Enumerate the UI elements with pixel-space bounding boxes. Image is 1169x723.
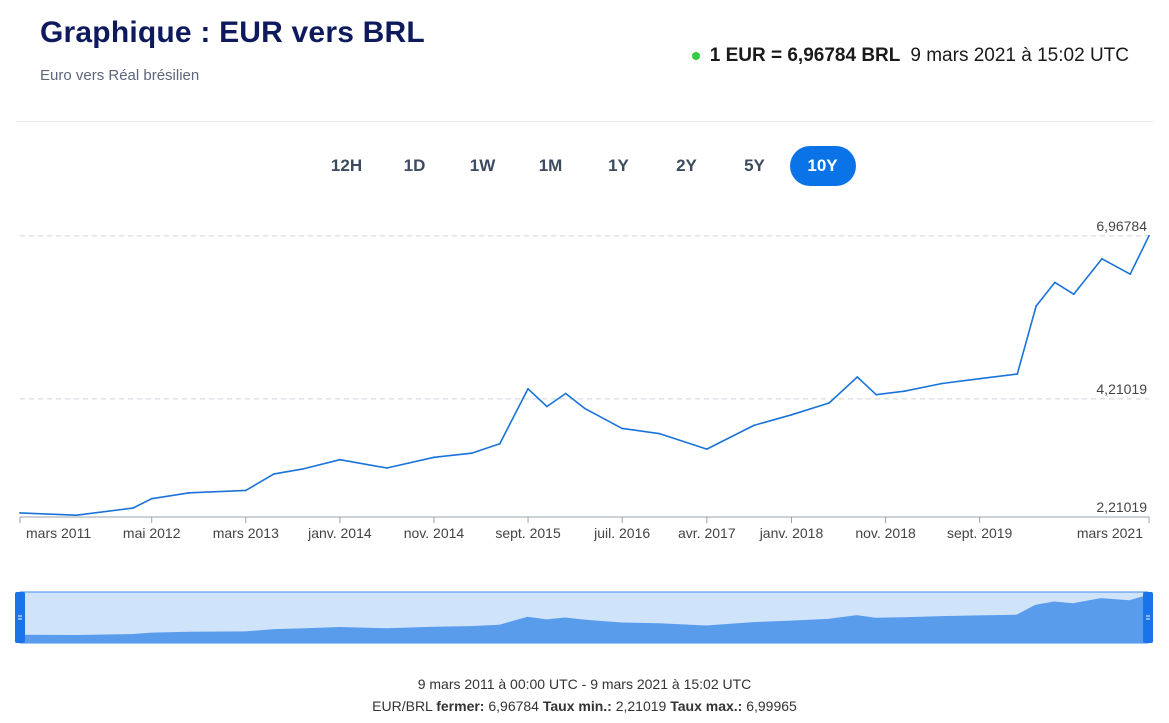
data-point (875, 393, 878, 396)
x-tick-label: mai 2012 (123, 525, 181, 541)
data-point (273, 472, 275, 475)
data-point (132, 507, 134, 510)
timeframe-tabs: 12H 1D 1W 1M 1Y 2Y 5Y 10Y (0, 146, 1169, 186)
data-point (941, 382, 943, 385)
date-range: 9 mars 2011 à 00:00 UTC - 9 mars 2021 à … (417, 676, 752, 692)
close-value: 6,96784 (488, 698, 539, 714)
data-point (527, 387, 529, 390)
x-tick-label: sept. 2015 (495, 525, 561, 541)
current-rate: 1 EUR = 6,96784 BRL 9 mars 2021 à 15:02 … (691, 45, 1129, 67)
live-status-icon (691, 52, 700, 60)
x-tick-label: avr. 2017 (678, 525, 736, 541)
data-point (244, 489, 247, 492)
x-tick-label: juil. 2016 (593, 525, 650, 541)
data-point (828, 402, 831, 404)
data-point (498, 442, 501, 445)
data-point (188, 491, 191, 494)
data-point (433, 456, 435, 459)
y-tick-label: 6,96784 (1096, 218, 1147, 234)
page-subtitle: Euro vers Réal brésilien (40, 67, 200, 84)
tab-2y[interactable]: 2Y (676, 156, 697, 175)
min-value: 2,21019 (615, 698, 667, 714)
tab-1w[interactable]: 1W (469, 156, 496, 175)
tab-10y[interactable]: 10Y (789, 146, 856, 186)
x-tick-label: mars 2013 (213, 525, 279, 541)
data-point (621, 427, 624, 430)
rate-value: 1 EUR = 6,96784 BRL (709, 45, 901, 66)
data-point (301, 468, 304, 471)
data-point (338, 458, 341, 461)
data-point (856, 376, 859, 378)
data-point (1148, 234, 1150, 237)
rate-summary: EUR/BRL fermer: 6,96784 Taux min.: 2,210… (0, 698, 1169, 714)
data-point (150, 497, 153, 500)
x-tick-label: sept. 2019 (947, 525, 1013, 541)
x-tick-label: mars 2011 (26, 525, 91, 541)
data-point (386, 467, 388, 469)
data-point (752, 424, 755, 427)
navigator-right-handle[interactable] (1143, 592, 1153, 643)
tab-1d[interactable]: 1D (403, 156, 426, 175)
data-point (978, 377, 981, 380)
page-title: Graphique : EUR vers BRL (40, 16, 425, 49)
tab-5y[interactable]: 5Y (744, 156, 765, 175)
navigator-left-handle[interactable] (15, 592, 25, 643)
x-tick-label: nov. 2014 (404, 525, 465, 541)
data-point (75, 514, 78, 517)
data-point (903, 390, 906, 393)
data-point (1016, 373, 1019, 375)
data-point (583, 407, 586, 410)
header-divider (16, 121, 1153, 122)
tab-12h[interactable]: 12H (330, 156, 363, 175)
max-value: 6,99965 (746, 698, 797, 714)
data-point (545, 405, 548, 408)
rate-timestamp: 9 mars 2021 à 15:02 UTC (910, 45, 1129, 66)
navigator-area (20, 594, 1148, 643)
y-tick-label: 4,21019 (1096, 381, 1147, 397)
tab-1y[interactable]: 1Y (608, 156, 629, 175)
data-point (790, 413, 793, 416)
x-tick-label: janv. 2014 (307, 525, 372, 541)
data-point (470, 452, 473, 455)
y-tick-label: 2,21019 (1096, 499, 1147, 515)
data-point (1129, 273, 1132, 276)
series-line (19, 235, 1150, 516)
x-tick-label: nov. 2018 (855, 525, 916, 541)
data-point (1035, 305, 1037, 307)
x-tick-label: mars 2021 (1077, 525, 1143, 541)
x-tick-label: janv. 2018 (759, 525, 824, 541)
close-label: fermer: (436, 698, 485, 714)
data-point (658, 432, 661, 435)
data-point (1072, 293, 1075, 296)
max-label: Taux max.: (670, 698, 743, 714)
data-point (564, 392, 567, 395)
data-point (1054, 281, 1056, 284)
data-point (19, 511, 21, 514)
min-label: Taux min.: (542, 698, 612, 714)
data-point (705, 448, 708, 450)
pair-label: EUR/BRL (372, 698, 433, 714)
tab-1m[interactable]: 1M (538, 156, 563, 175)
data-point (1101, 257, 1103, 260)
